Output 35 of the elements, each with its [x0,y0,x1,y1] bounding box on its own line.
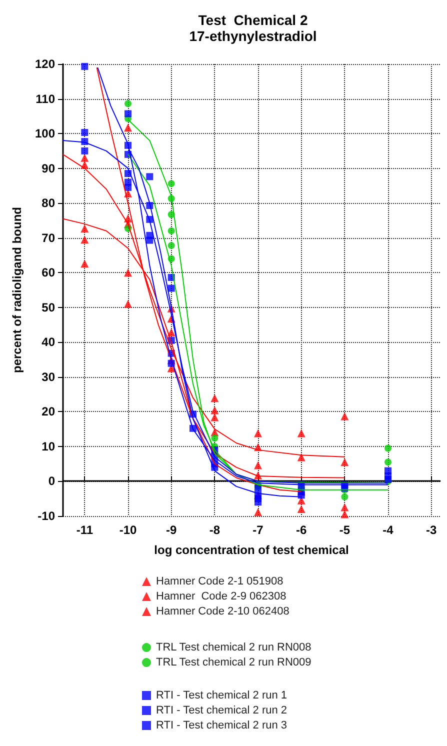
y-tick-label: 0 [48,474,56,488]
x-tick-label: -4 [382,523,394,537]
x-tick-label: -8 [209,523,220,537]
x-axis-title: log concentration of test chemical [154,543,349,557]
y-tick-label: 30 [42,370,56,384]
legend-label: Hamner Code 2-9 062308 [156,590,286,602]
x-tick-label: -11 [76,523,94,537]
legend-label: TRL Test chemical 2 run RN008 [156,642,312,654]
x-tick-label: -10 [119,523,137,537]
legend-label: Hamner Code 2-10 062408 [156,606,290,618]
legend-label: RTI - Test chemical 2 run 1 [156,690,288,702]
legend-label: TRL Test chemical 2 run RN009 [156,656,312,668]
y-tick-label: 20 [42,404,56,419]
y-tick-label: 80 [42,196,56,210]
y-axis-title: percent of radioligand bound [10,207,24,373]
x-tick-label: -3 [426,523,437,537]
y-tick-label: 110 [36,92,56,106]
legend-label: Hamner Code 2-1 051908 [156,576,284,588]
x-tick-label: -9 [166,523,177,537]
y-tick-label: 100 [34,126,56,141]
chart-subtitle: 17-ethynylestradiol [189,28,317,44]
legend-label: RTI - Test chemical 2 run 2 [156,704,288,716]
y-tick-label: 40 [42,335,56,350]
y-tick-label: 50 [42,300,56,314]
y-tick-label: 90 [42,161,56,176]
x-tick-label: -6 [296,523,307,537]
x-tick-label: -7 [252,523,264,537]
y-tick-label: 70 [42,230,56,245]
y-tick-label: -10 [38,509,56,523]
x-tick-label: -5 [339,523,350,537]
legend-label: RTI - Test chemical 2 run 3 [156,720,288,732]
y-tick-label: 10 [42,439,56,454]
chart-title: Test Chemical 2 [198,12,308,28]
y-tick-label: 60 [42,266,56,280]
y-tick-label: 120 [34,57,56,71]
